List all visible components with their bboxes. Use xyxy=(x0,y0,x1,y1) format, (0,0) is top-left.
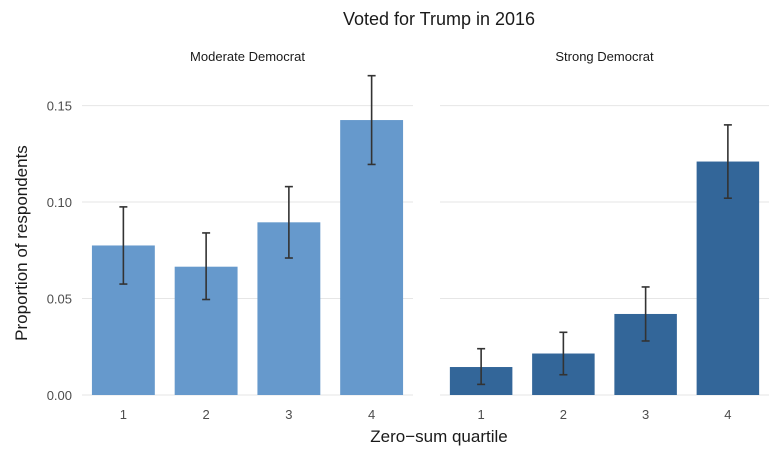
facet-strip-label: Moderate Democrat xyxy=(190,49,305,64)
y-tick-label: 0.15 xyxy=(47,99,72,114)
bar xyxy=(340,120,404,395)
facet-panel: Moderate Democrat 1 2 3 4 xyxy=(82,49,413,422)
chart-title: Voted for Trump in 2016 xyxy=(343,9,535,29)
x-tick-label: 3 xyxy=(285,407,292,422)
x-tick-label: 2 xyxy=(560,407,567,422)
x-tick-label: 2 xyxy=(203,407,210,422)
x-axis-label: Zero−sum quartile xyxy=(370,427,507,446)
y-axis-label: Proportion of respondents xyxy=(12,145,31,341)
x-tick-label: 3 xyxy=(642,407,649,422)
facet-strip-label: Strong Democrat xyxy=(555,49,654,64)
bar xyxy=(696,161,760,395)
facet-panel: Strong Democrat 1 2 3 4 xyxy=(440,49,769,422)
x-tick-label: 1 xyxy=(478,407,485,422)
x-tick-label: 1 xyxy=(120,407,127,422)
x-tick-label: 4 xyxy=(724,407,731,422)
y-tick-label: 0.10 xyxy=(47,195,72,210)
y-tick-label: 0.05 xyxy=(47,292,72,307)
y-tick-label: 0.00 xyxy=(47,388,72,403)
x-tick-label: 4 xyxy=(368,407,375,422)
